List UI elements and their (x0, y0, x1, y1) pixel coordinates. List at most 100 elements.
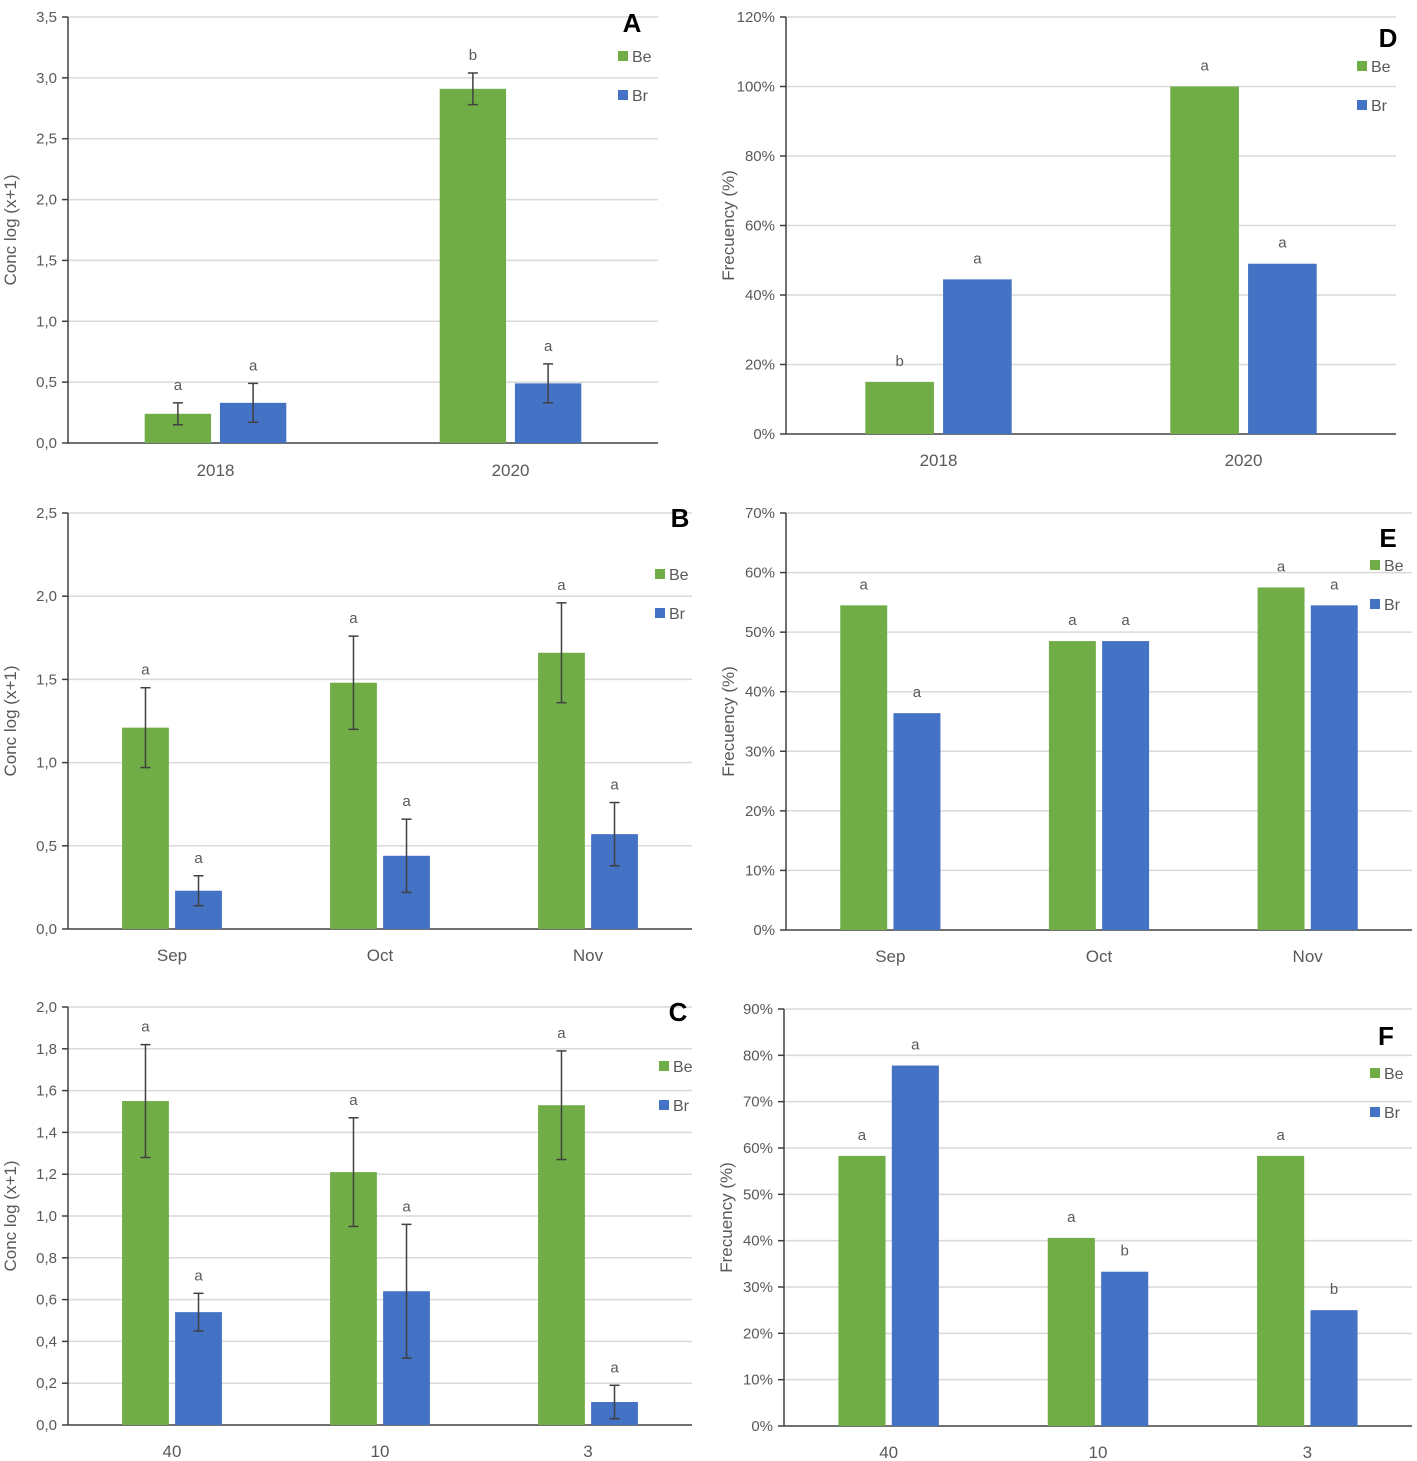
bar-be-nov (1257, 587, 1305, 930)
y-tick-label: 3,0 (36, 70, 57, 87)
y-tick-label: 10% (745, 862, 775, 879)
bar-br-oct (1102, 641, 1150, 930)
legend-swatch-br (659, 1100, 669, 1110)
legend-swatch-be (655, 569, 665, 579)
bar-be-sep (840, 605, 888, 930)
significance-label: a (557, 1025, 566, 1042)
panel-f-chart: 0% 10% 20% 30% 40% 50% 60% 70% 80% 90% Frecuency (… (717, 1001, 1412, 1461)
y-tick-label: 1,0 (36, 1208, 57, 1225)
significance-label: b (895, 353, 903, 370)
y-tick-label: 40% (743, 1233, 773, 1250)
y-tick-label: 0,4 (36, 1333, 57, 1350)
y-tick-label: 1,8 (36, 1041, 57, 1058)
y-tick-label: 1,5 (36, 671, 57, 688)
panel-letter: F (1378, 1021, 1394, 1051)
x-category-label: Nov (1293, 947, 1324, 966)
significance-label: b (469, 47, 477, 64)
significance-label: a (544, 338, 553, 355)
legend-swatch-be (1357, 61, 1367, 71)
y-axis-title: Frecuency (%) (719, 666, 738, 777)
bar-br-40 (891, 1065, 939, 1426)
significance-label: b (1121, 1243, 1129, 1260)
y-tick-label: 80% (743, 1047, 773, 1064)
significance-label: a (610, 1359, 619, 1376)
significance-label: a (141, 662, 150, 679)
x-category-label: 3 (1303, 1443, 1312, 1461)
panel-a-chart: 0,0 0,5 1,0 1,5 2,0 2,5 3,0 3,5 Conc log (x+1) 20… (1, 8, 658, 480)
significance-label: a (557, 577, 566, 594)
bar-be-2020 (439, 88, 507, 443)
y-tick-label: 120% (737, 9, 775, 26)
legend-swatch-be (1370, 1068, 1380, 1078)
y-tick-label: 0,0 (36, 435, 57, 452)
significance-label: a (1277, 558, 1286, 575)
legend-swatch-be (1370, 560, 1380, 570)
y-tick-label: 1,2 (36, 1166, 57, 1183)
panel-letter: A (623, 8, 642, 38)
bar-be-10 (1047, 1237, 1095, 1426)
legend-label-be: Be (669, 567, 689, 584)
y-axis-title: Frecuency (%) (717, 1162, 736, 1273)
legend-label-be: Be (632, 49, 652, 66)
y-tick-label: 20% (743, 1325, 773, 1342)
significance-label: a (610, 777, 619, 794)
legend-label-br: Br (669, 606, 686, 623)
bar-be-2018 (865, 381, 934, 434)
x-category-label: Nov (573, 946, 604, 965)
legend-label-be: Be (1384, 558, 1404, 575)
significance-label: a (1278, 235, 1287, 252)
legend-label-br: Br (1371, 98, 1388, 115)
y-tick-label: 60% (745, 218, 775, 235)
x-category-label: 2018 (197, 461, 235, 480)
legend-swatch-br (655, 608, 665, 618)
legend-label-be: Be (1371, 59, 1391, 76)
y-tick-label: 1,0 (36, 313, 57, 330)
y-tick-label: 50% (745, 624, 775, 641)
legend-label-br: Br (1384, 597, 1401, 614)
y-tick-label: 0,2 (36, 1375, 57, 1392)
panel-letter: B (671, 503, 690, 533)
bar-be-oct (1048, 641, 1096, 930)
y-tick-label: 80% (745, 148, 775, 165)
y-tick-label: 60% (743, 1140, 773, 1157)
significance-label: a (141, 1019, 150, 1036)
y-tick-label: 70% (745, 505, 775, 522)
y-tick-label: 0,0 (36, 921, 57, 938)
y-tick-label: 40% (745, 287, 775, 304)
significance-label: a (249, 357, 258, 374)
significance-label: a (194, 850, 203, 867)
bar-br-2020 (1248, 263, 1317, 434)
y-tick-label: 2,0 (36, 192, 57, 209)
significance-label: a (1276, 1127, 1285, 1144)
y-tick-label: 1,4 (36, 1124, 57, 1141)
y-tick-label: 90% (743, 1001, 773, 1018)
significance-label: a (1121, 612, 1130, 629)
y-tick-label: 0,5 (36, 838, 57, 855)
x-category-label: 2020 (1225, 451, 1263, 470)
y-tick-label: 1,0 (36, 755, 57, 772)
significance-label: a (1067, 1209, 1076, 1226)
y-tick-label: 40% (745, 684, 775, 701)
significance-label: a (1330, 576, 1339, 593)
y-tick-label: 0% (753, 922, 775, 939)
bar-br-sep (893, 713, 941, 930)
y-tick-label: 0,0 (36, 1417, 57, 1434)
significance-label: a (174, 377, 183, 394)
x-category-label: 40 (879, 1443, 898, 1461)
bar-be-2020 (1170, 86, 1239, 434)
y-tick-label: 2,0 (36, 999, 57, 1016)
y-axis-title: Frecuency (%) (719, 170, 738, 281)
bar-br-10 (1101, 1271, 1149, 1426)
y-axis-title: Conc log (x+1) (1, 1160, 20, 1271)
legend-label-br: Br (673, 1098, 690, 1115)
panel-letter: C (669, 997, 688, 1027)
y-tick-label: 0,8 (36, 1250, 57, 1267)
y-tick-label: 10% (743, 1372, 773, 1389)
y-tick-label: 1,5 (36, 252, 57, 269)
y-tick-label: 0% (753, 426, 775, 443)
legend-swatch-br (618, 90, 628, 100)
legend-swatch-br (1370, 1107, 1380, 1117)
x-category-label: 3 (583, 1442, 592, 1461)
x-category-label: Sep (875, 947, 905, 966)
